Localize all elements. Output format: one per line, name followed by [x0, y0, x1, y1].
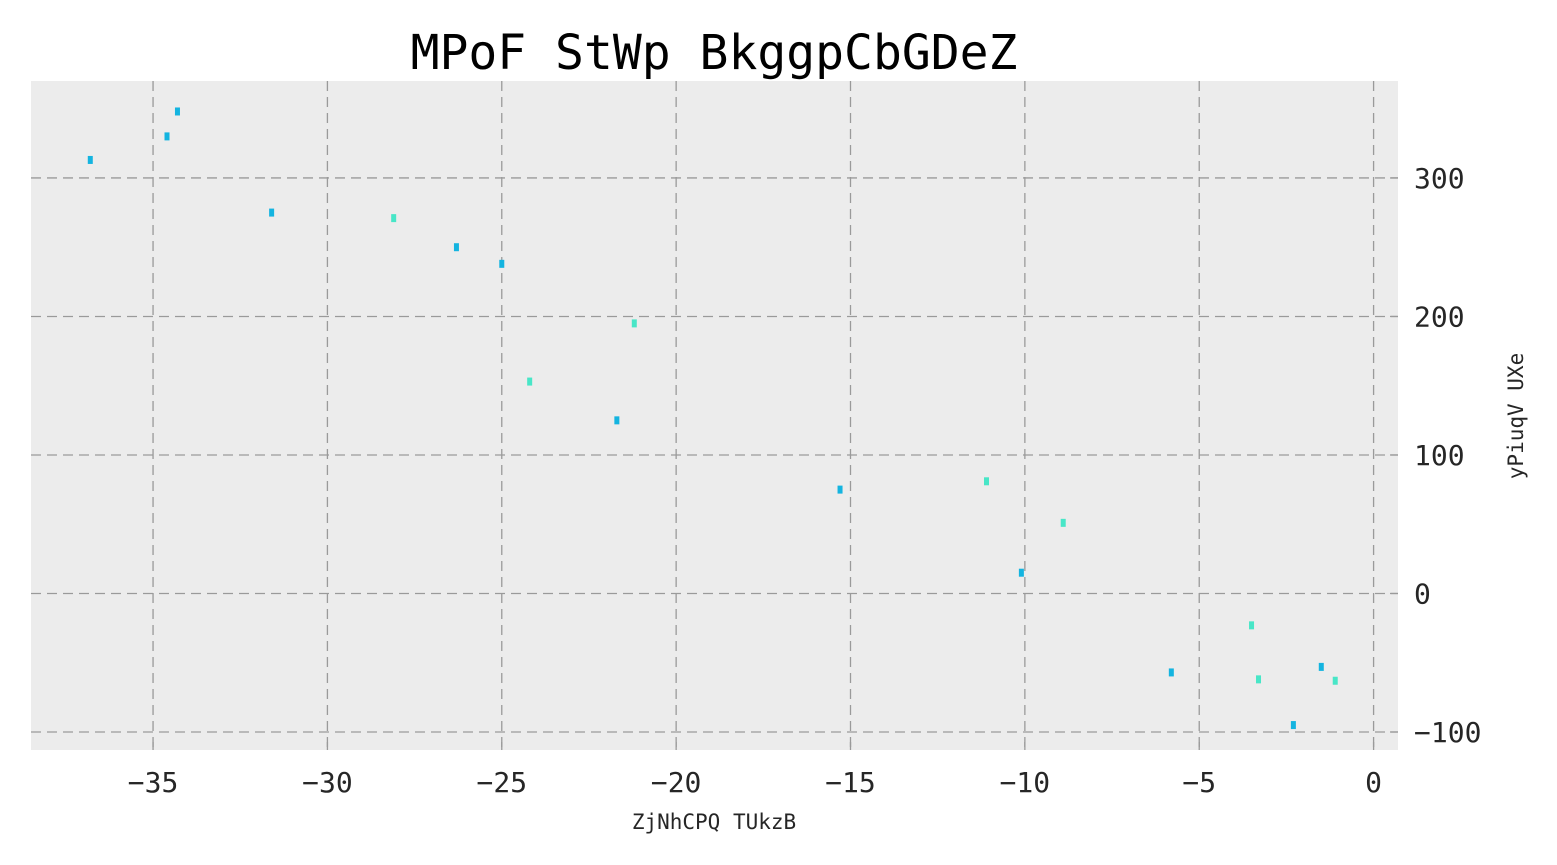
- x-tick-label: −5: [1182, 766, 1216, 799]
- chart-title: MPoF StWp BkggpCbGDeZ: [411, 25, 1018, 81]
- data-point-series-2: [984, 477, 990, 486]
- data-point-series-2: [1249, 621, 1255, 630]
- data-point-series-1: [174, 107, 180, 116]
- x-tick-labels: −35 −30 −25 −20 −15 −10 −5 0: [128, 766, 1382, 799]
- data-point-series-1: [499, 259, 505, 268]
- x-tick-label: −20: [651, 766, 702, 799]
- data-point-series-1: [1018, 568, 1024, 577]
- x-tick-label: −25: [476, 766, 527, 799]
- grid: [31, 81, 1398, 750]
- data-point-series-2: [631, 319, 637, 328]
- x-tick-label: −30: [302, 766, 353, 799]
- data-point-series-2: [1256, 675, 1262, 684]
- data-point-series-1: [837, 485, 843, 494]
- y-tick-labels: −100 0 100 200 300: [1414, 162, 1481, 749]
- x-tick-label: −15: [825, 766, 876, 799]
- data-point-series-1: [269, 208, 275, 217]
- y-tick-label: −100: [1414, 716, 1481, 749]
- y-tick-label: 0: [1414, 577, 1431, 610]
- y-tick-label: 100: [1414, 439, 1465, 472]
- data-point-series-2: [1332, 676, 1338, 685]
- data-point-series-1: [87, 155, 93, 164]
- x-tick-label: −35: [128, 766, 179, 799]
- data-point-series-1: [1318, 662, 1324, 671]
- data-point-series-1: [453, 243, 459, 252]
- data-points: [87, 107, 1338, 730]
- data-point-series-1: [1168, 668, 1174, 677]
- data-point-series-1: [1290, 721, 1296, 730]
- y-tick-label: 300: [1414, 162, 1465, 195]
- x-tick-label: 0: [1365, 766, 1382, 799]
- x-axis-title: ZjNhCPQ TUkzB: [632, 810, 796, 834]
- data-point-series-1: [614, 416, 620, 425]
- y-axis-title: yPiuqV UXe: [1504, 353, 1528, 479]
- data-point-series-1: [164, 132, 170, 141]
- data-point-series-2: [1060, 518, 1066, 527]
- data-point-series-2: [527, 377, 533, 386]
- plot-area: [31, 81, 1398, 750]
- axis-ticks: [152, 177, 1398, 750]
- x-tick-label: −10: [1000, 766, 1051, 799]
- y-tick-label: 200: [1414, 300, 1465, 333]
- data-point-series-2: [391, 214, 397, 223]
